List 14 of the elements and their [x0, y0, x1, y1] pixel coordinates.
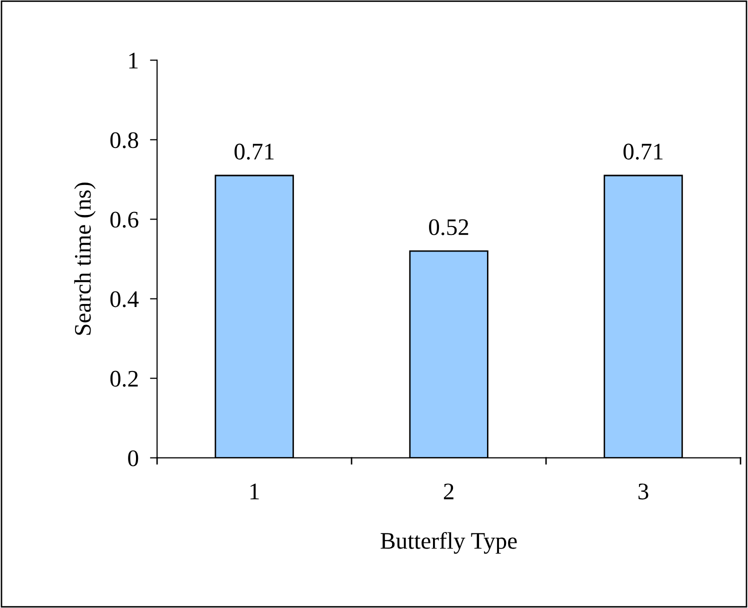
y-tick-label: 0.4	[110, 291, 139, 308]
x-tick-label: 1	[250, 484, 259, 500]
y-axis-title: Search time (ns)	[74, 182, 96, 335]
x-axis-title: Butterfly Type	[380, 532, 517, 554]
data-label: 0.71	[624, 144, 663, 160]
y-tick-label: 0.8	[110, 132, 138, 148]
y-tick-label: 0.6	[110, 212, 138, 228]
data-label: 0.52	[429, 219, 468, 236]
y-tick-label: 0.2	[110, 370, 138, 387]
y-tick-label: 0	[128, 450, 138, 466]
y-tick-label: 1	[129, 52, 138, 68]
data-label: 0.71	[234, 144, 274, 160]
x-tick-label: 2	[444, 484, 454, 500]
x-tick-label: 3	[638, 484, 648, 500]
